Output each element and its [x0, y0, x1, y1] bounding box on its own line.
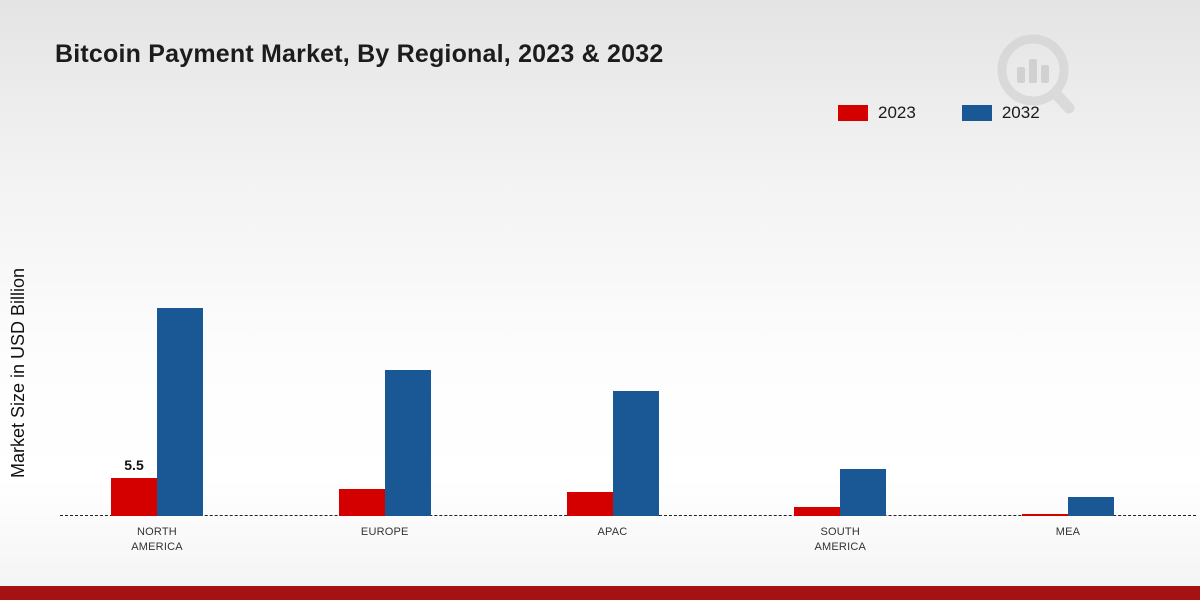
- watermark-logo-icon: [997, 34, 1075, 114]
- x-tick-label-south-america: SOUTH AMERICA: [814, 526, 867, 553]
- bar-2023-apac: [566, 491, 613, 516]
- legend-item-2023: 2023: [838, 103, 916, 123]
- x-tick-label-north-america: NORTH AMERICA: [131, 526, 183, 553]
- bar-2032-mea: [1068, 497, 1114, 516]
- legend: 2023 2032: [838, 103, 1040, 123]
- bar-2032-south-america: [840, 468, 887, 516]
- bar-value-label: 5.5: [124, 456, 144, 473]
- legend-swatch-2023: [838, 105, 868, 121]
- bar-2032-europe: [384, 370, 431, 516]
- chart-title: Bitcoin Payment Market, By Regional, 202…: [55, 40, 664, 68]
- bar-2032-north-america: [157, 307, 203, 516]
- footer-bar: [0, 586, 1200, 600]
- legend-swatch-2032: [961, 105, 992, 121]
- bar-2032-apac: [612, 391, 659, 516]
- bar-2023-mea: [1022, 513, 1068, 516]
- legend-label-2032: 2032: [1001, 103, 1040, 122]
- bar-2023-north-america: [111, 477, 157, 516]
- bar-2023-europe: [338, 488, 385, 516]
- x-tick-label-apac: APAC: [597, 526, 628, 538]
- x-tick-label-mea: MEA: [1055, 526, 1081, 538]
- bar-2023-south-america: [794, 506, 841, 516]
- x-tick-label-europe: EUROPE: [360, 526, 409, 538]
- legend-label-2023: 2023: [878, 103, 916, 122]
- legend-item-2032: 2032: [961, 103, 1040, 123]
